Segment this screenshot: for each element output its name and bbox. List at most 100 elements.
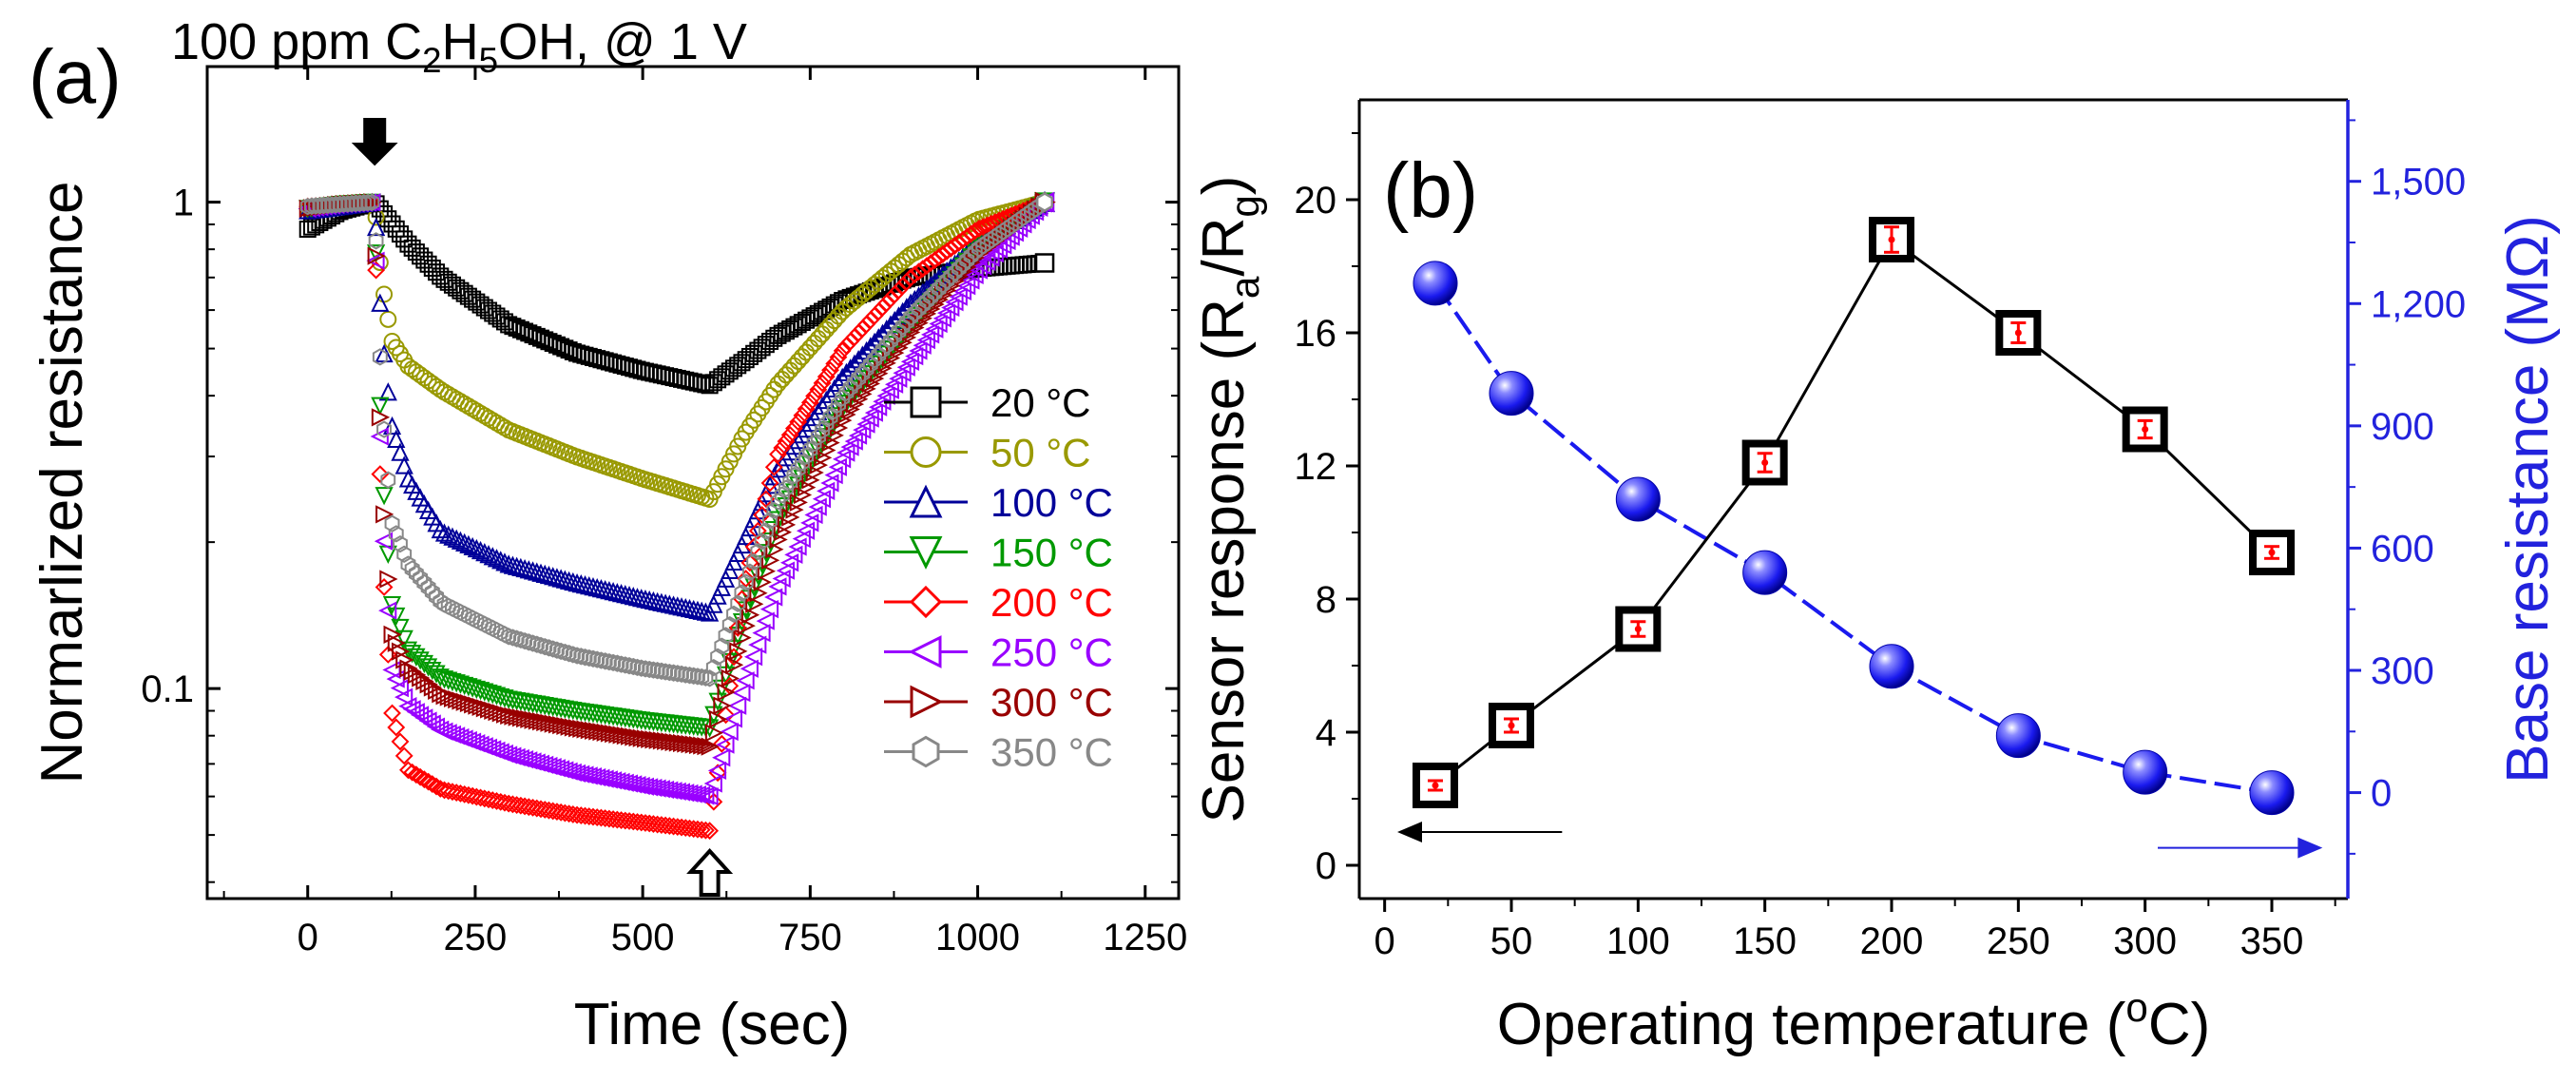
data-point <box>531 563 550 582</box>
legend-item: 150 °C <box>884 531 1113 575</box>
legend-marker <box>909 536 943 570</box>
data-point <box>479 545 498 564</box>
data-point <box>867 351 882 369</box>
legend-label: 350 °C <box>990 730 1113 775</box>
data-point <box>669 665 685 683</box>
data-point <box>717 683 736 702</box>
data-point <box>849 323 868 342</box>
data-point <box>653 662 669 680</box>
data-point <box>793 348 811 366</box>
data-point <box>941 239 960 258</box>
data-point <box>800 413 819 433</box>
gas-on-arrow-icon <box>351 118 398 166</box>
panel-a-ylabel: Normarlized resistance <box>29 182 95 784</box>
legend-marker <box>910 386 942 418</box>
legend-item: 20 °C <box>884 380 1091 425</box>
data-point <box>785 419 803 437</box>
data-point <box>720 722 739 742</box>
data-point <box>424 583 440 601</box>
data-point <box>717 706 735 725</box>
data-point <box>508 556 527 575</box>
legend-marker <box>908 635 942 668</box>
data-point <box>459 534 478 553</box>
legend-label: 100 °C <box>990 480 1113 525</box>
data-point <box>511 557 530 577</box>
panel-a-xtick-label: 250 <box>444 917 508 958</box>
data-point <box>431 668 450 687</box>
data-point <box>564 571 583 591</box>
right-axis-arrow-icon <box>2297 837 2323 859</box>
data-point <box>411 767 430 786</box>
data-point <box>696 821 715 840</box>
data-point <box>727 696 747 715</box>
data-point <box>798 343 816 361</box>
data-point <box>721 668 740 688</box>
legend-item: 50 °C <box>884 431 1091 475</box>
data-point <box>581 648 597 668</box>
data-point <box>696 786 715 805</box>
data-point <box>809 455 829 474</box>
data-point <box>913 260 932 279</box>
data-point <box>732 684 751 703</box>
data-point <box>828 457 847 476</box>
data-point <box>622 657 637 675</box>
data-point <box>649 662 665 680</box>
data-point <box>515 558 534 578</box>
data-point <box>817 320 836 339</box>
data-point <box>792 530 811 549</box>
data-point <box>712 748 731 767</box>
data-point <box>740 659 759 678</box>
data-point <box>985 243 1004 263</box>
data-point <box>773 438 792 457</box>
data-point <box>609 654 625 672</box>
data-point <box>923 288 939 306</box>
data-point <box>957 227 976 246</box>
data-point <box>423 775 442 793</box>
data-point <box>805 387 823 405</box>
legend-label: 200 °C <box>990 580 1113 625</box>
data-point <box>833 341 852 360</box>
data-point <box>756 611 775 630</box>
data-point <box>955 255 971 274</box>
data-point <box>785 500 804 519</box>
data-point <box>625 657 642 676</box>
data-point <box>728 618 747 637</box>
data-point <box>818 415 835 433</box>
data-point <box>308 197 324 215</box>
legend-label: 250 °C <box>990 630 1113 675</box>
data-point <box>959 251 975 269</box>
data-point <box>935 276 951 294</box>
data-point <box>737 616 756 635</box>
data-point <box>443 527 462 546</box>
data-point <box>953 230 972 249</box>
data-point <box>383 625 402 644</box>
data-point <box>770 493 786 511</box>
data-point <box>815 421 830 439</box>
data-point <box>858 359 875 378</box>
data-point <box>379 570 398 589</box>
data-point <box>616 585 635 604</box>
gas-off-arrow-icon <box>686 848 734 897</box>
data-point <box>371 397 390 416</box>
data-point <box>901 268 920 287</box>
data-point <box>977 252 996 271</box>
error-bar-center <box>2014 329 2022 337</box>
data-point <box>429 588 444 606</box>
data-point-end <box>1035 192 1054 213</box>
data-point <box>374 532 394 551</box>
data-point <box>779 553 799 572</box>
data-point <box>740 553 759 572</box>
data-point <box>370 427 389 446</box>
data-point <box>825 355 844 373</box>
data-point <box>586 649 601 668</box>
error-bar-center <box>2142 426 2149 433</box>
data-point <box>312 197 328 215</box>
data-point <box>380 471 396 489</box>
data-point <box>813 374 832 393</box>
panel-a-xtick-label: 0 <box>298 917 318 958</box>
data-point <box>781 508 800 527</box>
panel-b-xtick-label: 300 <box>2113 920 2177 962</box>
data-point <box>463 536 482 556</box>
data-point <box>491 551 510 570</box>
data-point <box>690 668 705 686</box>
